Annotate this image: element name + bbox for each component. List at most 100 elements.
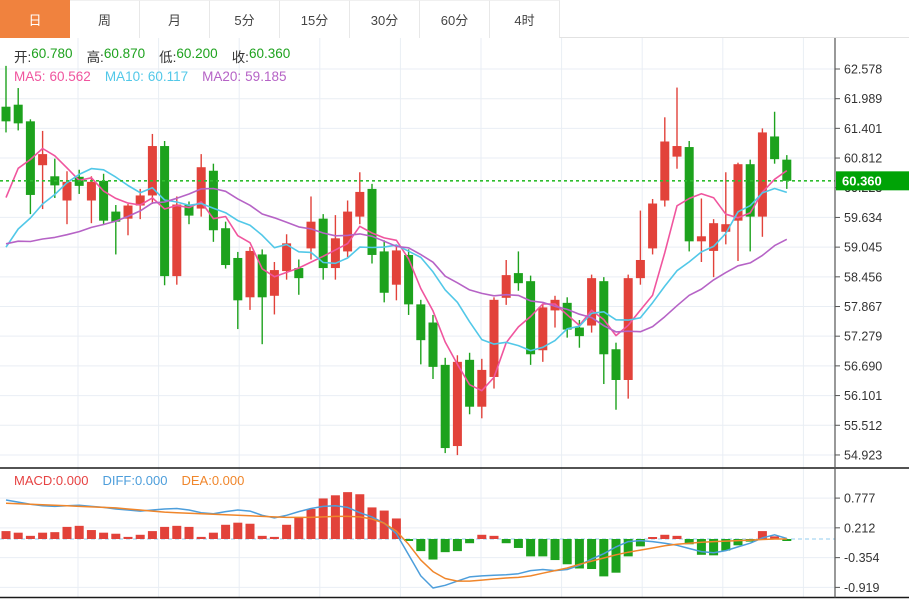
macd-histogram-bar bbox=[660, 534, 670, 539]
tab-month[interactable]: 月 bbox=[140, 0, 210, 38]
ma5-line bbox=[5, 147, 788, 392]
candle-body bbox=[123, 205, 133, 219]
macd-histogram-bar bbox=[526, 539, 536, 557]
candle-body bbox=[489, 299, 499, 377]
candle-body bbox=[221, 228, 231, 266]
macd-histogram-bar bbox=[782, 539, 792, 541]
macd-histogram-bar bbox=[452, 539, 462, 552]
candle-body bbox=[550, 299, 560, 311]
macd-axis-label: -0.919 bbox=[844, 581, 879, 595]
macd-histogram-bar bbox=[635, 539, 645, 547]
candle-body bbox=[147, 146, 157, 196]
macd-histogram-bar bbox=[367, 507, 377, 539]
macd-histogram-bar bbox=[99, 532, 109, 539]
candle-body bbox=[501, 275, 511, 298]
macd-histogram-bar bbox=[672, 535, 682, 539]
candle-body bbox=[172, 204, 182, 277]
candle-body bbox=[38, 154, 48, 166]
macd-histogram-bar bbox=[623, 539, 633, 557]
candle-body bbox=[25, 121, 35, 195]
macd-histogram-bar bbox=[574, 539, 584, 569]
macd-histogram-bar bbox=[306, 508, 316, 539]
macd-axis-label: -0.354 bbox=[844, 551, 879, 565]
macd-histogram-bar bbox=[684, 539, 694, 545]
macd-histogram-bar bbox=[733, 539, 743, 546]
macd-histogram-bar bbox=[343, 492, 353, 539]
macd-histogram-bar bbox=[269, 536, 279, 539]
dea-line bbox=[5, 502, 787, 582]
tab-15min[interactable]: 15分 bbox=[280, 0, 350, 38]
candle-body bbox=[208, 170, 218, 231]
macd-histogram-bar bbox=[489, 535, 499, 539]
candle-body bbox=[574, 327, 584, 337]
candle-body bbox=[428, 322, 438, 367]
tab-30min[interactable]: 30分 bbox=[350, 0, 420, 38]
candle-body bbox=[782, 159, 792, 181]
tab-60min[interactable]: 60分 bbox=[420, 0, 490, 38]
candle-body bbox=[86, 181, 96, 201]
candle-body bbox=[294, 268, 304, 279]
macd-histogram-bar bbox=[245, 523, 255, 539]
macd-histogram-bar bbox=[587, 539, 597, 570]
macd-histogram-bar bbox=[379, 510, 389, 539]
current-price-flag bbox=[836, 171, 909, 191]
macd-histogram-bar bbox=[38, 532, 48, 539]
candle-body bbox=[440, 364, 450, 449]
macd-histogram-bar bbox=[513, 539, 523, 548]
tab-5min[interactable]: 5分 bbox=[210, 0, 280, 38]
macd-histogram-bar bbox=[391, 518, 401, 539]
macd-histogram-bar bbox=[562, 539, 572, 565]
macd-histogram-bar bbox=[282, 524, 292, 539]
price-axis-label: 58.456 bbox=[844, 270, 882, 284]
candle-body bbox=[135, 195, 145, 206]
price-axis-label: 55.512 bbox=[844, 419, 882, 433]
price-axis-label: 54.923 bbox=[844, 448, 882, 462]
macd-axis-label: 0.212 bbox=[844, 521, 875, 535]
candle-body bbox=[343, 211, 353, 252]
candle-body bbox=[623, 278, 633, 380]
price-axis-label: 60.812 bbox=[844, 152, 882, 166]
candle-body bbox=[538, 307, 548, 351]
interval-tab-bar: 日 周 月 5分 15分 30分 60分 4时 bbox=[0, 0, 909, 38]
macd-histogram-bar bbox=[318, 498, 328, 539]
candle-body bbox=[672, 146, 682, 157]
macd-histogram-bar bbox=[709, 539, 719, 556]
price-axis-label: 61.989 bbox=[844, 92, 882, 106]
candle-body bbox=[379, 251, 389, 293]
macd-histogram-bar bbox=[538, 539, 548, 557]
candle-body bbox=[416, 304, 426, 341]
macd-histogram-bar bbox=[757, 531, 767, 539]
tab-week[interactable]: 周 bbox=[70, 0, 140, 38]
tab-day[interactable]: 日 bbox=[0, 0, 70, 38]
candle-body bbox=[709, 223, 719, 251]
candle-body bbox=[587, 278, 597, 326]
candle-body bbox=[367, 188, 377, 255]
candle-body bbox=[330, 238, 340, 269]
current-price-flag-text: 60.360 bbox=[842, 173, 882, 188]
macd-histogram-bar bbox=[416, 539, 426, 552]
candle-body bbox=[660, 141, 670, 201]
price-axis-label: 61.401 bbox=[844, 122, 882, 136]
macd-histogram-bar bbox=[184, 526, 194, 539]
macd-histogram-bar bbox=[74, 525, 84, 539]
candle-body bbox=[282, 243, 292, 272]
macd-histogram-bar bbox=[221, 524, 231, 539]
macd-histogram-bar bbox=[233, 522, 243, 539]
candle-body bbox=[160, 146, 170, 277]
macd-histogram-bar bbox=[428, 539, 438, 560]
candle-body bbox=[233, 257, 243, 301]
macd-histogram-bar bbox=[13, 532, 23, 539]
macd-histogram-bar bbox=[111, 533, 121, 539]
candle-body bbox=[269, 270, 279, 296]
candle-body bbox=[1, 106, 11, 122]
candle-body bbox=[635, 259, 645, 279]
tab-4hour[interactable]: 4时 bbox=[490, 0, 560, 38]
candle-body bbox=[599, 281, 609, 355]
macd-histogram-bar bbox=[294, 517, 304, 539]
macd-histogram-bar bbox=[721, 539, 731, 551]
macd-histogram-bar bbox=[160, 526, 170, 539]
price-axis-label: 56.690 bbox=[844, 359, 882, 373]
candle-body bbox=[245, 250, 255, 298]
